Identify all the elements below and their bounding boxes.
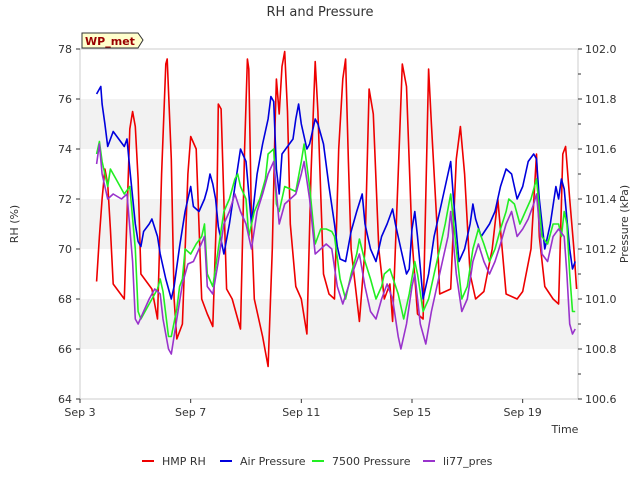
y-left-tick-label: 64 (58, 393, 72, 406)
grid-band (80, 199, 578, 249)
series-layer (95, 50, 578, 368)
y-right-tick-label: 101.0 (585, 293, 617, 306)
x-axis-label: Time (551, 423, 579, 436)
y-left-tick-label: 70 (58, 243, 72, 256)
y-right-tick-label: 102.0 (585, 43, 617, 56)
y-left-tick-label: 78 (58, 43, 72, 56)
legend-label-air-pressure: Air Pressure (240, 455, 306, 468)
y-right-tick-label: 101.2 (585, 243, 617, 256)
y-axis-label-right: Pressure (kPa) (618, 185, 631, 263)
y-left-tick-label: 72 (58, 193, 72, 206)
y-right-tick-label: 100.8 (585, 343, 617, 356)
station-badge-label: WP_met (85, 35, 135, 48)
x-tick-label: Sep 3 (64, 406, 95, 419)
x-tick-label: Sep 19 (504, 406, 542, 419)
y-right-tick-label: 100.6 (585, 393, 617, 406)
series-line-hmp-rh (95, 50, 578, 368)
series-line-7500-pressure (95, 140, 576, 338)
y-left-tick-label: 66 (58, 343, 72, 356)
grid-band (80, 299, 578, 349)
axes-layer: 64 66 68 70 72 74 76 78 100.6 100.8 101.0 101.2 101.… (58, 43, 617, 419)
legend-label-li77-pres: li77_pres (443, 455, 493, 468)
y-left-tick-label: 76 (58, 93, 72, 106)
x-tick-label: Sep 15 (393, 406, 431, 419)
y-right-tick-label: 101.6 (585, 143, 617, 156)
y-axis-label-left: RH (%) (8, 205, 21, 243)
chart-title: RH and Pressure (266, 5, 373, 20)
y-right-tick-label: 101.4 (585, 193, 617, 206)
y-right-tick-label: 101.8 (585, 93, 617, 106)
legend: HMP RH Air Pressure 7500 Pressure li77_pres (142, 455, 493, 468)
legend-label-7500-pressure: 7500 Pressure (332, 455, 411, 468)
plot-bands (80, 99, 578, 349)
y-left-tick-label: 68 (58, 293, 72, 306)
station-badge-bg (81, 32, 144, 49)
series-line-li77-pres (95, 143, 576, 355)
x-tick-label: Sep 11 (282, 406, 320, 419)
grid-band (80, 99, 578, 149)
legend-label-hmp-rh: HMP RH (162, 455, 206, 468)
y-left-tick-label: 74 (58, 143, 72, 156)
series-line-air-pressure (95, 85, 576, 300)
x-tick-label: Sep 7 (175, 406, 206, 419)
station-badge: WP_met (81, 32, 144, 49)
